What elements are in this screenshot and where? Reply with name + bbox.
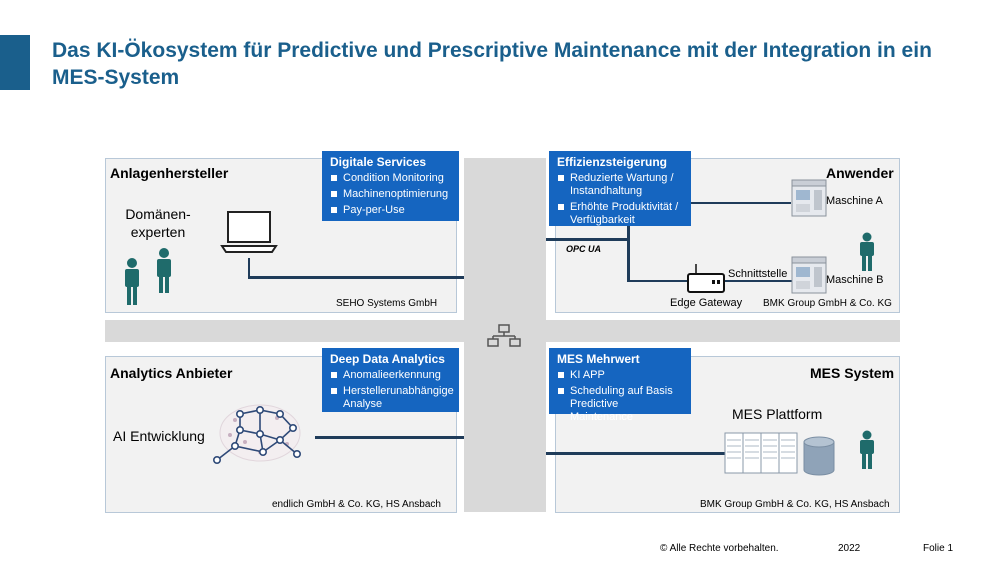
mes-platform-label: MES Plattform <box>732 406 823 422</box>
box-title-digitale-services: Digitale Services <box>330 155 427 169</box>
connector-box-to-machine-a <box>691 202 791 204</box>
opcua-logo: OPC UA <box>566 244 602 254</box>
quadrant-title-mes-system: MES System <box>810 365 895 381</box>
footer-bmk: BMK Group GmbH & Co. KG <box>763 298 892 309</box>
footer-bmk-hs: BMK Group GmbH & Co. KG, HS Ansbach <box>700 499 890 510</box>
interface-label: Schnittstelle <box>728 268 788 280</box>
ai-development-label: AI Entwicklung <box>113 428 205 444</box>
box-deep-data-analytics: Deep Data Analytics Anomalieerkennung He… <box>322 348 459 412</box>
list-item: Anomalieerkennung <box>330 369 451 382</box>
box-title-deep-data-analytics: Deep Data Analytics <box>330 352 445 366</box>
network-icon <box>487 324 521 347</box>
laptop-icon <box>220 211 278 253</box>
box-mes-mehrwert: MES Mehrwert KI APP Scheduling auf Basis… <box>549 348 691 423</box>
mes-person-icon <box>860 430 874 469</box>
title-accent-bar <box>0 35 30 90</box>
machine-a-icon <box>791 179 827 217</box>
connector-laptop-to-road <box>248 276 464 279</box>
list-item: Machinenoptimierung <box>330 188 451 201</box>
ai-brain-network-icon <box>213 404 302 464</box>
box-effizienzsteigerung: Effizienzsteigerung Reduzierte Wartung /… <box>549 151 691 226</box>
edge-gateway-icon <box>687 264 725 293</box>
box-title-effizienzsteigerung: Effizienzsteigerung <box>557 155 668 169</box>
quadrant-title-analytics-anbieter: Analytics Anbieter <box>110 365 233 381</box>
footer-copyright: © Alle Rechte vorbehalten. <box>660 543 779 554</box>
list-item: KI APP <box>557 369 683 382</box>
connector-ai-to-road <box>315 436 464 439</box>
connector-road-to-trunk <box>546 238 630 241</box>
box-title-mes-mehrwert: MES Mehrwert <box>557 352 640 366</box>
database-icon <box>803 436 835 476</box>
machine-b-label: Maschine B <box>826 274 884 286</box>
list-item: Erhöhte Produktivität / Verfügbarkeit <box>557 201 683 227</box>
operator-person-icon <box>860 232 874 271</box>
machine-b-icon <box>791 256 827 294</box>
list-item: Pay-per-Use <box>330 204 451 217</box>
domain-experts-people-icon <box>125 248 171 305</box>
list-item: Scheduling auf Basis Predictive Maintena… <box>557 385 683 424</box>
footer-slide-number: Folie 1 <box>923 543 954 554</box>
list-item: Herstellerunabhängige Analyse <box>330 385 454 411</box>
connector-gateway-to-machine-b <box>724 280 792 282</box>
edge-gateway-label: Edge Gateway <box>670 297 743 309</box>
connector-laptop-down <box>248 258 250 278</box>
machine-a-label: Maschine A <box>826 195 883 207</box>
horizontal-road <box>105 320 900 342</box>
list-item: Reduzierte Wartung / Instandhaltung <box>557 172 683 198</box>
slide-title: Das KI-Ökosystem für Predictive und Pres… <box>52 39 932 89</box>
domain-experts-label: Domänen- experten <box>125 206 191 240</box>
footer-year: 2022 <box>838 543 861 554</box>
connector-trunk-to-gateway <box>627 280 687 282</box>
connector-road-to-mes <box>546 452 726 455</box>
list-item: Condition Monitoring <box>330 172 451 185</box>
quadrant-title-anwender: Anwender <box>826 165 894 181</box>
box-digitale-services: Digitale Services Condition Monitoring M… <box>322 151 459 221</box>
footer-endlich: endlich GmbH & Co. KG, HS Ansbach <box>272 499 441 510</box>
footer-seho: SEHO Systems GmbH <box>336 298 438 309</box>
quadrant-title-anlagenhersteller: Anlagenhersteller <box>110 165 229 181</box>
connector-trunk-vertical <box>627 226 630 282</box>
mes-server-rack-icon <box>724 432 798 474</box>
